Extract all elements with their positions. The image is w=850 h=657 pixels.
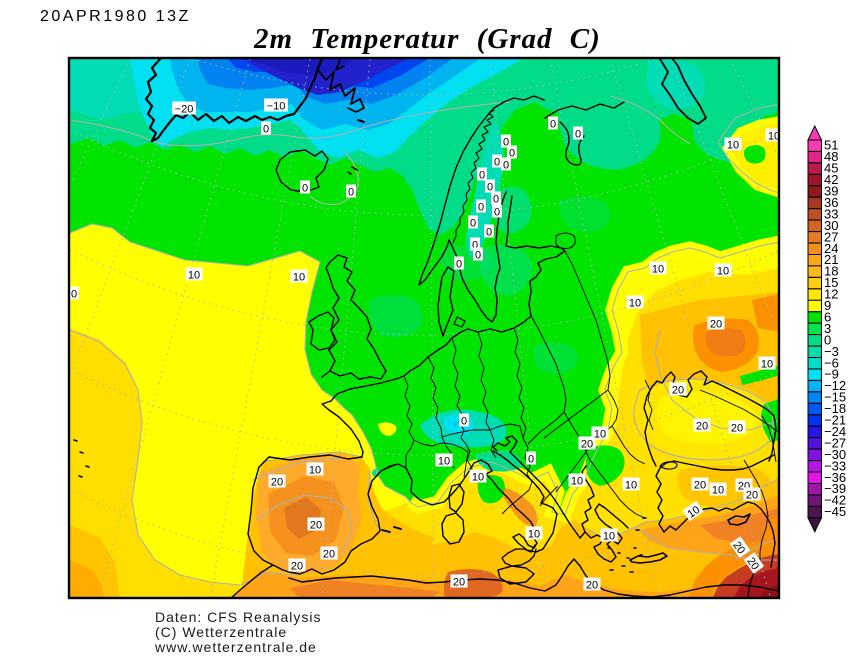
svg-text:10: 10 (652, 264, 664, 276)
svg-text:10: 10 (712, 485, 724, 497)
svg-text:3: 3 (824, 321, 831, 336)
svg-text:36: 36 (824, 195, 838, 210)
svg-text:20: 20 (586, 580, 598, 592)
svg-text:27: 27 (824, 229, 838, 244)
svg-text:39: 39 (824, 184, 838, 199)
svg-text:−12: −12 (824, 378, 846, 393)
svg-text:20: 20 (672, 385, 684, 397)
svg-text:0: 0 (478, 202, 484, 214)
svg-text:20: 20 (696, 421, 708, 433)
svg-text:51: 51 (824, 138, 838, 153)
svg-text:10: 10 (717, 266, 729, 278)
svg-text:45: 45 (824, 161, 838, 176)
svg-text:−15: −15 (824, 390, 846, 405)
svg-text:20: 20 (323, 549, 335, 561)
svg-text:0: 0 (348, 187, 354, 199)
svg-text:0: 0 (494, 157, 500, 169)
svg-text:20: 20 (310, 520, 322, 532)
svg-text:10: 10 (768, 131, 780, 143)
svg-text:−9: −9 (824, 367, 839, 382)
svg-text:−45: −45 (824, 504, 846, 519)
svg-text:−27: −27 (824, 435, 846, 450)
svg-text:20: 20 (744, 555, 761, 572)
svg-text:10: 10 (761, 359, 773, 371)
svg-text:20: 20 (291, 561, 303, 573)
svg-text:10: 10 (629, 298, 641, 310)
svg-text:18: 18 (824, 264, 838, 279)
svg-text:20APR1980 13Z: 20APR1980 13Z (40, 8, 191, 25)
svg-text:10: 10 (528, 529, 540, 541)
svg-text:(C) Wetterzentrale: (C) Wetterzentrale (155, 624, 287, 640)
svg-text:0: 0 (494, 207, 500, 219)
svg-text:42: 42 (824, 172, 838, 187)
svg-text:0: 0 (824, 332, 831, 347)
svg-text:−33: −33 (824, 458, 846, 473)
svg-text:20: 20 (581, 439, 593, 451)
svg-text:−20: −20 (175, 104, 194, 116)
svg-text:0: 0 (503, 160, 509, 172)
svg-text:0: 0 (456, 259, 462, 271)
svg-text:0: 0 (263, 124, 269, 136)
svg-text:0: 0 (503, 137, 509, 149)
svg-text:0: 0 (575, 129, 581, 141)
svg-text:0: 0 (71, 289, 77, 301)
svg-text:20: 20 (271, 477, 283, 489)
svg-text:48: 48 (824, 149, 838, 164)
svg-text:6: 6 (824, 310, 831, 325)
svg-text:0: 0 (475, 250, 481, 262)
svg-text:30: 30 (824, 218, 838, 233)
svg-text:0: 0 (493, 194, 499, 206)
svg-text:10: 10 (685, 504, 702, 521)
svg-text:0: 0 (528, 454, 534, 466)
svg-text:−24: −24 (824, 424, 846, 439)
svg-text:2m Temperatur (Grad C): 2m Temperatur (Grad C) (253, 23, 601, 55)
svg-text:−3: −3 (824, 344, 839, 359)
svg-text:−42: −42 (824, 493, 846, 508)
svg-text:0: 0 (461, 416, 467, 428)
svg-text:0: 0 (486, 227, 492, 239)
svg-text:10: 10 (309, 465, 321, 477)
svg-text:Daten: CFS Reanalysis: Daten: CFS Reanalysis (155, 609, 322, 625)
svg-text:10: 10 (727, 140, 739, 152)
svg-text:20: 20 (694, 480, 706, 492)
svg-text:−6: −6 (824, 355, 839, 370)
svg-text:20: 20 (730, 539, 747, 556)
svg-text:21: 21 (824, 252, 838, 267)
svg-text:10: 10 (594, 429, 606, 441)
svg-text:10: 10 (625, 480, 637, 492)
svg-text:10: 10 (472, 472, 484, 484)
svg-text:0: 0 (470, 218, 476, 230)
svg-text:20: 20 (453, 577, 465, 589)
svg-text:−30: −30 (824, 447, 846, 462)
svg-text:20: 20 (746, 490, 758, 502)
svg-text:−36: −36 (824, 470, 846, 485)
svg-text:www.wetterzentrale.de: www.wetterzentrale.de (154, 639, 317, 655)
svg-text:10: 10 (293, 272, 305, 284)
svg-text:20: 20 (731, 423, 743, 435)
svg-text:0: 0 (302, 183, 308, 195)
svg-text:24: 24 (824, 241, 838, 256)
svg-text:−18: −18 (824, 401, 846, 416)
svg-text:20: 20 (710, 319, 722, 331)
svg-text:33: 33 (824, 206, 838, 221)
svg-text:12: 12 (824, 287, 838, 302)
svg-text:10: 10 (438, 456, 450, 468)
svg-text:0: 0 (487, 182, 493, 194)
svg-text:10: 10 (603, 531, 615, 543)
svg-text:−39: −39 (824, 481, 846, 496)
svg-text:−10: −10 (267, 101, 286, 113)
svg-text:10: 10 (571, 476, 583, 488)
svg-text:15: 15 (824, 275, 838, 290)
svg-text:−21: −21 (824, 413, 846, 428)
svg-text:0: 0 (550, 119, 556, 131)
svg-text:0: 0 (479, 170, 485, 182)
svg-text:0: 0 (472, 240, 478, 252)
svg-text:10: 10 (188, 270, 200, 282)
svg-text:0: 0 (509, 148, 515, 160)
svg-text:9: 9 (824, 298, 831, 313)
